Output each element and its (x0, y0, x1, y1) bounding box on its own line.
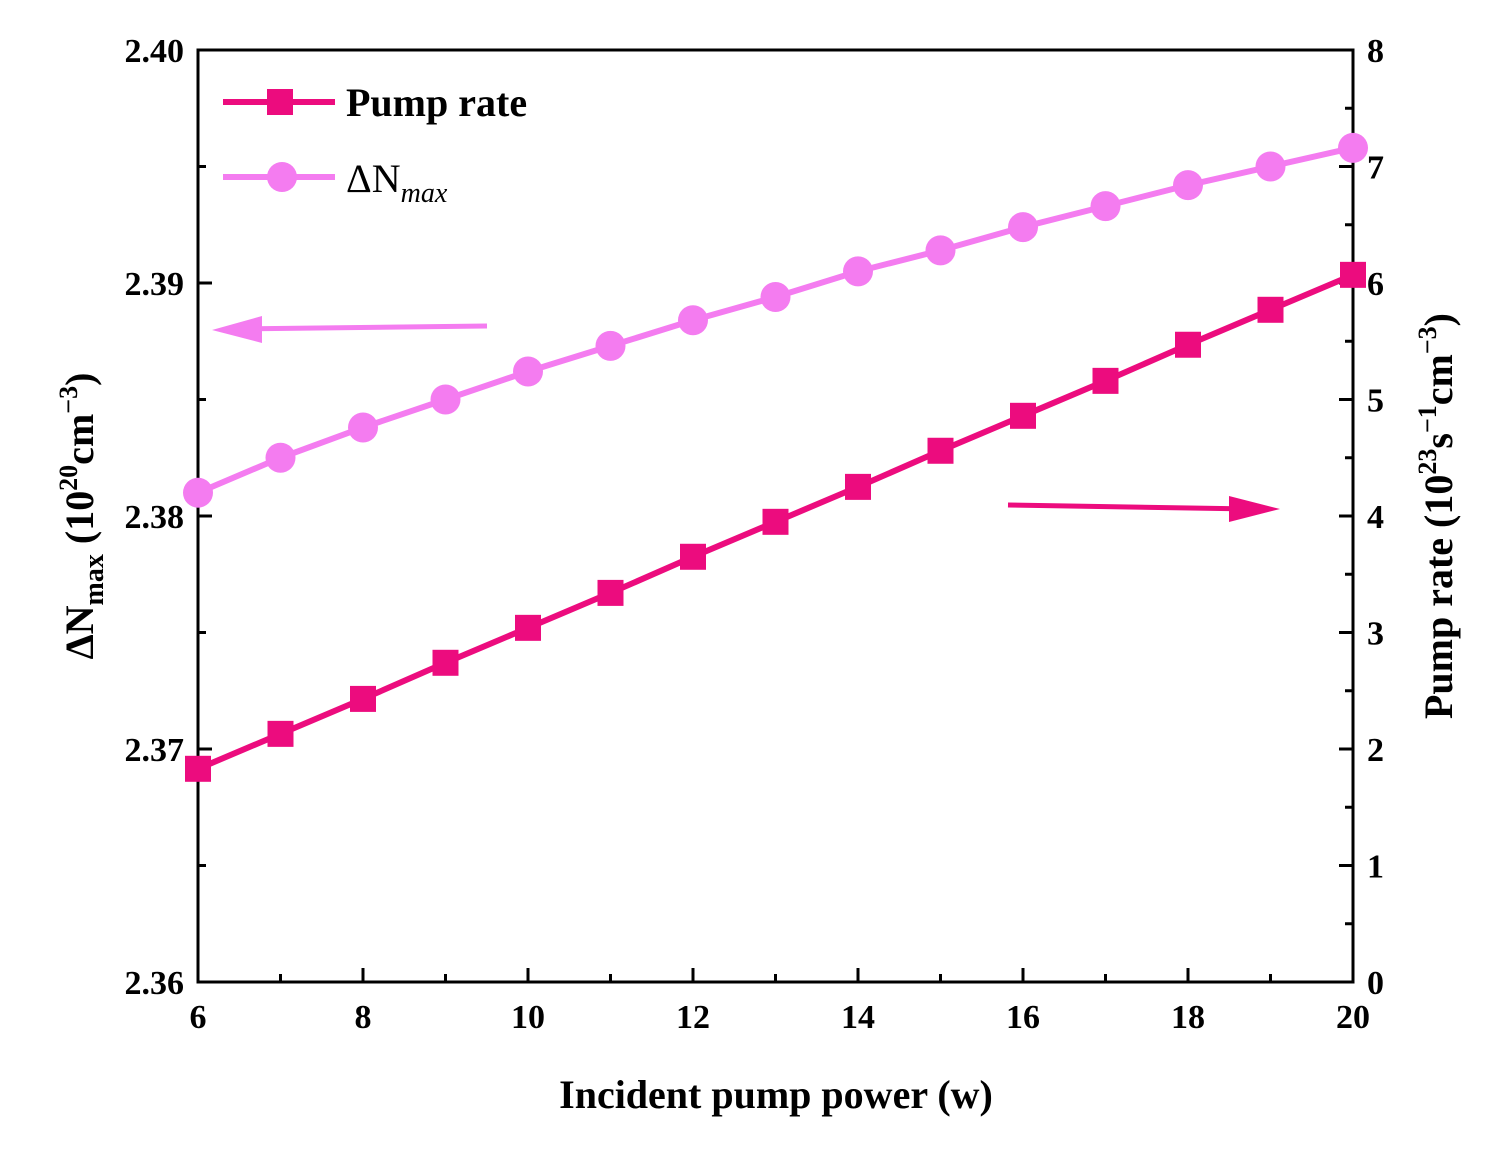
data-point (1257, 296, 1284, 323)
series-pump-rate (185, 261, 1366, 782)
data-point (597, 579, 624, 606)
data-point (1338, 132, 1368, 163)
y-right-axis-title: Pump rate (1023s−1cm−3) (1413, 313, 1461, 719)
x-tick-label: 8 (355, 999, 372, 1036)
x-axis-title: Incident pump power (w) (559, 1072, 993, 1117)
data-point (267, 720, 294, 747)
x-tick-label: 18 (1171, 999, 1205, 1036)
x-tick-label: 14 (841, 999, 875, 1036)
right-axis-arrow (1007, 496, 1280, 522)
data-point (265, 442, 296, 473)
data-point (1092, 367, 1119, 394)
data-point (1008, 212, 1038, 243)
y-left-tick-label: 2.39 (125, 266, 185, 303)
data-point (432, 649, 459, 676)
y-left-tick-label: 2.36 (125, 965, 185, 1002)
y-left-tick-label: 2.40 (125, 33, 185, 70)
y-left-axis-title: ΔNmax (1020cm−3) (54, 373, 110, 660)
x-tick-label: 20 (1336, 999, 1370, 1036)
x-tick-label: 6 (190, 999, 207, 1036)
legend-circle-marker (267, 162, 297, 192)
data-point (1090, 191, 1121, 222)
legend-label-pump-rate: Pump rate (346, 80, 527, 125)
y-right-tick-label: 7 (1367, 150, 1384, 187)
data-point (845, 473, 871, 500)
data-point (513, 356, 543, 387)
data-point (1340, 261, 1366, 288)
data-point (680, 543, 706, 570)
y-right-tick-label: 0 (1367, 965, 1384, 1002)
data-point (762, 508, 789, 535)
y-right-tick-label: 4 (1367, 499, 1384, 536)
series-layer (183, 132, 1368, 782)
legend-item-pump-rate: Pump rate (223, 80, 527, 125)
data-point (1010, 402, 1036, 429)
data-point (927, 437, 954, 464)
legend-label-delta-n: ΔNmax (346, 156, 448, 209)
y-right-axis: 0 1 2 3 4 5 6 7 8 (1339, 33, 1384, 1002)
data-point (678, 305, 708, 336)
y-right-tick-label: 6 (1367, 266, 1384, 303)
x-tick-label: 12 (676, 999, 710, 1036)
data-point (925, 235, 956, 266)
y-right-tick-label: 2 (1367, 732, 1384, 769)
data-point (185, 755, 211, 782)
y-right-tick-label: 8 (1367, 33, 1384, 70)
data-point (843, 256, 873, 287)
left-axis-arrow (212, 316, 488, 343)
data-point (595, 330, 626, 361)
y-right-tick-label: 1 (1367, 849, 1384, 886)
data-point (430, 384, 461, 415)
data-point (760, 281, 791, 312)
data-point (515, 614, 541, 641)
data-point (348, 412, 378, 443)
legend-square-marker (267, 89, 293, 115)
y-left-axis: 2.36 2.37 2.38 2.39 2.40 (125, 33, 212, 1002)
x-tick-label: 16 (1006, 999, 1040, 1036)
y-left-tick-label: 2.37 (125, 732, 185, 769)
data-point (183, 477, 213, 508)
data-point (1175, 331, 1201, 358)
series-delta-n-max (183, 132, 1368, 508)
data-point (1173, 170, 1203, 201)
legend-item-delta-n: ΔNmax (223, 156, 448, 209)
y-right-tick-label: 3 (1367, 616, 1384, 653)
data-point (1255, 151, 1286, 182)
x-axis: 6 8 10 12 14 16 18 20 (190, 968, 1370, 1036)
y-left-tick-label: 2.38 (125, 499, 185, 536)
y-right-tick-label: 5 (1367, 383, 1384, 420)
data-point (350, 685, 376, 712)
x-tick-label: 10 (511, 999, 545, 1036)
legend: Pump rate ΔNmax (223, 80, 527, 209)
